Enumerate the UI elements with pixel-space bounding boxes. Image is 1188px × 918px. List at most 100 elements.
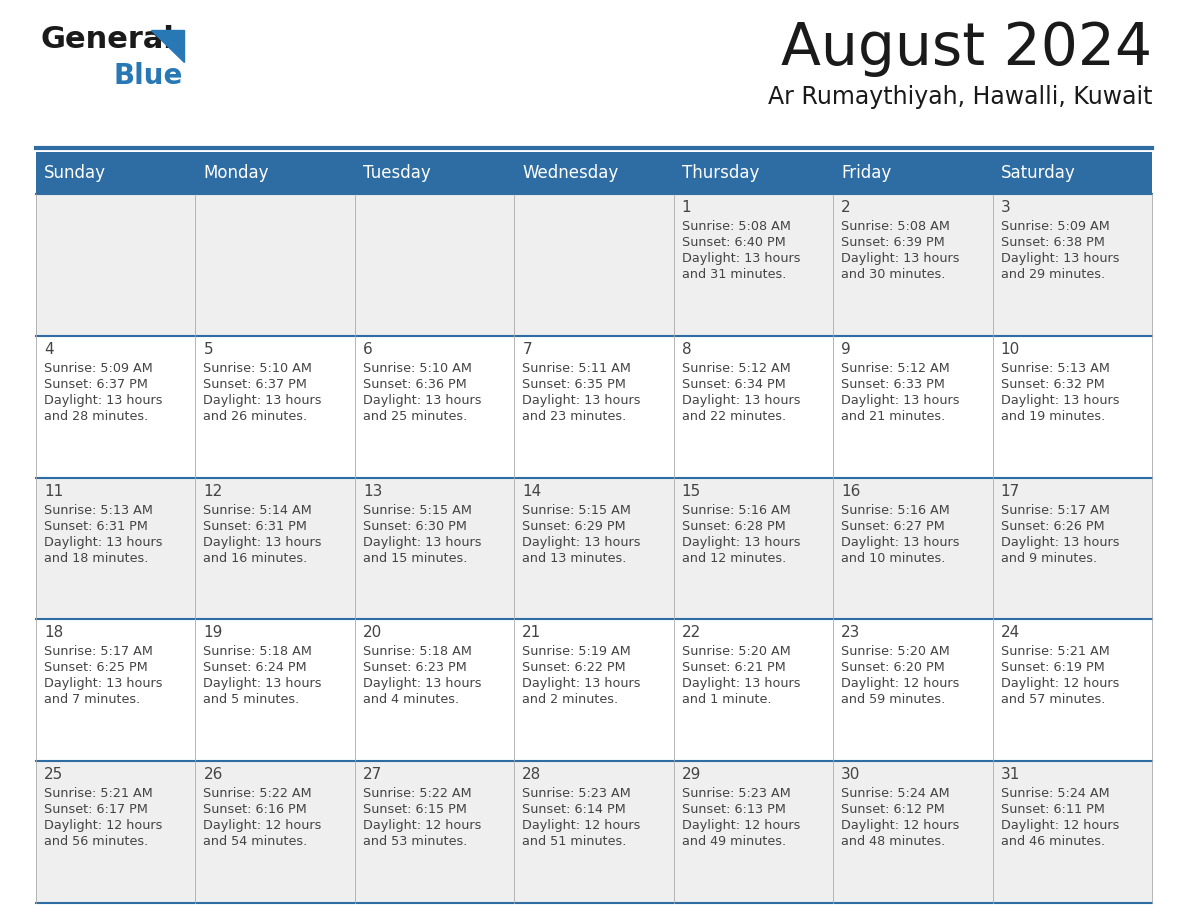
Bar xyxy=(833,152,992,194)
Text: Sunset: 6:27 PM: Sunset: 6:27 PM xyxy=(841,520,944,532)
Text: and 29 minutes.: and 29 minutes. xyxy=(1000,268,1105,281)
Bar xyxy=(833,477,992,620)
Bar xyxy=(36,477,196,620)
Text: 10: 10 xyxy=(1000,341,1019,357)
Text: 22: 22 xyxy=(682,625,701,641)
Bar xyxy=(833,336,992,477)
Text: Sunset: 6:20 PM: Sunset: 6:20 PM xyxy=(841,661,944,675)
Text: and 22 minutes.: and 22 minutes. xyxy=(682,409,785,423)
Text: Sunset: 6:34 PM: Sunset: 6:34 PM xyxy=(682,378,785,391)
Text: Daylight: 12 hours: Daylight: 12 hours xyxy=(682,819,800,833)
Text: Sunset: 6:15 PM: Sunset: 6:15 PM xyxy=(362,803,467,816)
Text: Daylight: 12 hours: Daylight: 12 hours xyxy=(841,677,960,690)
Bar xyxy=(992,477,1152,620)
Text: 15: 15 xyxy=(682,484,701,498)
Bar xyxy=(833,194,992,336)
Bar xyxy=(36,194,196,336)
Text: Tuesday: Tuesday xyxy=(362,164,430,182)
Text: and 12 minutes.: and 12 minutes. xyxy=(682,552,786,565)
Text: 14: 14 xyxy=(523,484,542,498)
Text: and 9 minutes.: and 9 minutes. xyxy=(1000,552,1097,565)
Text: Saturday: Saturday xyxy=(1000,164,1075,182)
Text: 6: 6 xyxy=(362,341,373,357)
Bar xyxy=(992,336,1152,477)
Text: 28: 28 xyxy=(523,767,542,782)
Bar xyxy=(196,152,355,194)
Text: and 56 minutes.: and 56 minutes. xyxy=(44,835,148,848)
Text: Sunrise: 5:23 AM: Sunrise: 5:23 AM xyxy=(682,788,790,800)
Text: Sunrise: 5:11 AM: Sunrise: 5:11 AM xyxy=(523,362,631,375)
Text: Sunset: 6:31 PM: Sunset: 6:31 PM xyxy=(44,520,147,532)
Text: Daylight: 13 hours: Daylight: 13 hours xyxy=(523,394,640,407)
Text: and 30 minutes.: and 30 minutes. xyxy=(841,268,946,281)
Text: 21: 21 xyxy=(523,625,542,641)
Text: Sunrise: 5:24 AM: Sunrise: 5:24 AM xyxy=(841,788,949,800)
Bar xyxy=(992,152,1152,194)
Text: Blue: Blue xyxy=(114,62,183,90)
Text: 27: 27 xyxy=(362,767,383,782)
Text: Sunset: 6:32 PM: Sunset: 6:32 PM xyxy=(1000,378,1105,391)
Bar xyxy=(355,152,514,194)
Text: and 1 minute.: and 1 minute. xyxy=(682,693,771,706)
Text: 19: 19 xyxy=(203,625,223,641)
Text: Sunset: 6:13 PM: Sunset: 6:13 PM xyxy=(682,803,785,816)
Text: Sunset: 6:22 PM: Sunset: 6:22 PM xyxy=(523,661,626,675)
Text: 26: 26 xyxy=(203,767,223,782)
Text: 7: 7 xyxy=(523,341,532,357)
Text: 31: 31 xyxy=(1000,767,1020,782)
Bar xyxy=(196,336,355,477)
Bar xyxy=(355,620,514,761)
Text: Daylight: 13 hours: Daylight: 13 hours xyxy=(682,394,801,407)
Text: Sunset: 6:37 PM: Sunset: 6:37 PM xyxy=(44,378,147,391)
Text: and 53 minutes.: and 53 minutes. xyxy=(362,835,467,848)
Text: and 31 minutes.: and 31 minutes. xyxy=(682,268,786,281)
Text: Sunrise: 5:09 AM: Sunrise: 5:09 AM xyxy=(1000,220,1110,233)
Text: Sunrise: 5:15 AM: Sunrise: 5:15 AM xyxy=(362,504,472,517)
Text: and 51 minutes.: and 51 minutes. xyxy=(523,835,626,848)
Bar xyxy=(674,194,833,336)
Bar xyxy=(674,336,833,477)
Text: Daylight: 13 hours: Daylight: 13 hours xyxy=(1000,394,1119,407)
Text: Sunset: 6:36 PM: Sunset: 6:36 PM xyxy=(362,378,467,391)
Text: and 26 minutes.: and 26 minutes. xyxy=(203,409,308,423)
Text: Sunrise: 5:17 AM: Sunrise: 5:17 AM xyxy=(1000,504,1110,517)
Text: and 25 minutes.: and 25 minutes. xyxy=(362,409,467,423)
Bar xyxy=(992,761,1152,903)
Text: Wednesday: Wednesday xyxy=(523,164,619,182)
Text: Daylight: 13 hours: Daylight: 13 hours xyxy=(203,677,322,690)
Bar xyxy=(514,152,674,194)
Text: Daylight: 13 hours: Daylight: 13 hours xyxy=(682,252,801,265)
Text: Daylight: 13 hours: Daylight: 13 hours xyxy=(362,394,481,407)
Text: Daylight: 13 hours: Daylight: 13 hours xyxy=(203,394,322,407)
Text: and 28 minutes.: and 28 minutes. xyxy=(44,409,148,423)
Text: Daylight: 13 hours: Daylight: 13 hours xyxy=(203,535,322,549)
Text: Daylight: 13 hours: Daylight: 13 hours xyxy=(362,677,481,690)
Text: and 16 minutes.: and 16 minutes. xyxy=(203,552,308,565)
Text: Sunset: 6:33 PM: Sunset: 6:33 PM xyxy=(841,378,944,391)
Text: 5: 5 xyxy=(203,341,213,357)
Text: 13: 13 xyxy=(362,484,383,498)
Text: and 21 minutes.: and 21 minutes. xyxy=(841,409,946,423)
Text: Sunset: 6:40 PM: Sunset: 6:40 PM xyxy=(682,236,785,249)
Text: Daylight: 13 hours: Daylight: 13 hours xyxy=(523,677,640,690)
Text: Daylight: 13 hours: Daylight: 13 hours xyxy=(523,535,640,549)
Text: Daylight: 12 hours: Daylight: 12 hours xyxy=(1000,819,1119,833)
Text: Sunday: Sunday xyxy=(44,164,106,182)
Text: Sunrise: 5:24 AM: Sunrise: 5:24 AM xyxy=(1000,788,1110,800)
Text: Sunrise: 5:10 AM: Sunrise: 5:10 AM xyxy=(362,362,472,375)
Text: Friday: Friday xyxy=(841,164,891,182)
Text: Sunrise: 5:15 AM: Sunrise: 5:15 AM xyxy=(523,504,631,517)
Text: 30: 30 xyxy=(841,767,860,782)
Bar xyxy=(674,620,833,761)
Bar xyxy=(355,761,514,903)
Text: and 5 minutes.: and 5 minutes. xyxy=(203,693,299,706)
Text: General: General xyxy=(42,25,175,54)
Text: Daylight: 13 hours: Daylight: 13 hours xyxy=(1000,252,1119,265)
Text: 4: 4 xyxy=(44,341,53,357)
Text: Sunset: 6:39 PM: Sunset: 6:39 PM xyxy=(841,236,944,249)
Text: and 15 minutes.: and 15 minutes. xyxy=(362,552,467,565)
Bar xyxy=(196,620,355,761)
Text: Sunrise: 5:12 AM: Sunrise: 5:12 AM xyxy=(682,362,790,375)
Text: Daylight: 13 hours: Daylight: 13 hours xyxy=(841,535,960,549)
Bar xyxy=(514,336,674,477)
